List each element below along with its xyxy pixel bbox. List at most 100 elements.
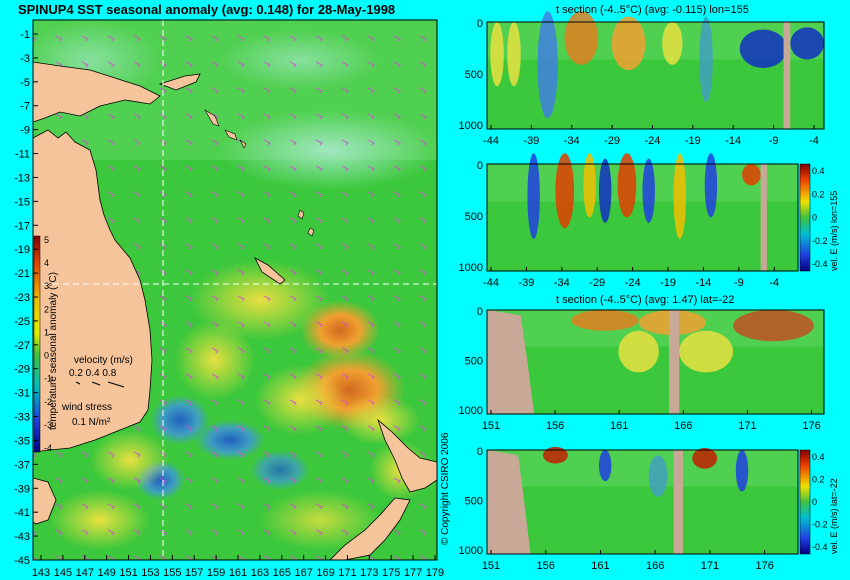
lat-tick-label: -5 bbox=[20, 77, 30, 89]
lat-tick-label: -17 bbox=[14, 220, 30, 232]
new-caledonia-land bbox=[254, 257, 286, 285]
section-anomaly-blob bbox=[598, 450, 612, 482]
x-tick-label: 166 bbox=[646, 560, 664, 572]
x-tick-label: -39 bbox=[523, 135, 539, 147]
section-land-shelf bbox=[487, 310, 535, 414]
x-tick-label: -39 bbox=[518, 277, 534, 289]
x-tick-label: -44 bbox=[483, 135, 499, 147]
lon-tick-label: 155 bbox=[163, 567, 181, 579]
lat-tick-label: -11 bbox=[15, 149, 30, 161]
depth-tick-label: 500 bbox=[465, 496, 483, 508]
velocity-colorbar-tick: 0.2 bbox=[812, 189, 825, 199]
depth-tick-label: 0 bbox=[477, 160, 483, 172]
x-tick-label: 161 bbox=[610, 420, 628, 432]
section-anomaly-blob bbox=[699, 16, 713, 103]
depth-tick-label: 500 bbox=[465, 356, 483, 368]
depth-tick-label: 1000 bbox=[459, 545, 483, 557]
section-land-column bbox=[668, 310, 680, 414]
x-tick-label: 161 bbox=[591, 560, 609, 572]
velocity-legend-label: velocity (m/s) bbox=[74, 355, 133, 366]
section-anomaly-blob bbox=[679, 330, 734, 373]
copyright-text: © Copyright CSIRO 2006 bbox=[440, 432, 451, 545]
map-colorbar-tick: -4 bbox=[44, 443, 52, 453]
section-3-title: t section (-4..5°C) (avg: 1.47) lat=-22 bbox=[556, 294, 735, 306]
lat-tick-label: -45 bbox=[14, 555, 30, 567]
x-tick-label: -34 bbox=[564, 135, 580, 147]
x-tick-label: -24 bbox=[625, 277, 641, 289]
section-1-title: t section (-4..5°C) (avg: -0.115) lon=15… bbox=[556, 4, 749, 16]
depth-tick-label: 1000 bbox=[459, 120, 483, 132]
x-tick-label: 176 bbox=[802, 420, 820, 432]
x-tick-label: 151 bbox=[482, 560, 500, 572]
lat-tick-label: -35 bbox=[14, 435, 30, 447]
map-colorbar-tick: 5 bbox=[44, 235, 49, 245]
velocity-colorbar-label: vel. E (m/s) lon=155 bbox=[829, 191, 839, 271]
lat-tick-label: -23 bbox=[14, 292, 30, 304]
x-tick-label: 156 bbox=[546, 420, 564, 432]
depth-tick-label: 0 bbox=[477, 446, 483, 458]
lat-tick-label: -15 bbox=[14, 196, 30, 208]
section-anomaly-blob bbox=[555, 153, 575, 229]
velocity-colorbar bbox=[799, 449, 811, 555]
lat-tick-label: -29 bbox=[14, 364, 30, 376]
section-anomaly-blob bbox=[542, 446, 568, 464]
map-colorbar bbox=[33, 235, 41, 453]
section-land-column bbox=[673, 450, 683, 554]
lon-tick-label: 145 bbox=[54, 567, 72, 579]
section-frame bbox=[486, 163, 799, 272]
x-tick-label: -19 bbox=[685, 135, 701, 147]
lat-tick-label: -43 bbox=[14, 531, 30, 543]
depth-tick-label: 500 bbox=[465, 69, 483, 81]
section-frame bbox=[486, 21, 825, 130]
velocity-colorbar-tick: -0.4 bbox=[812, 542, 828, 552]
lon-tick-label: 151 bbox=[119, 567, 137, 579]
section-anomaly-blob bbox=[617, 153, 637, 218]
x-tick-label: 171 bbox=[701, 560, 719, 572]
map-colorbar-tick: -1 bbox=[44, 374, 52, 384]
lat-tick-label: -1 bbox=[20, 29, 30, 41]
depth-tick-label: 1000 bbox=[459, 405, 483, 417]
lon-tick-label: 147 bbox=[76, 567, 94, 579]
lon-tick-label: 165 bbox=[273, 567, 291, 579]
section-anomaly-blob bbox=[662, 22, 683, 65]
section-plot-4: 0 500 1000 151 156 161 166 171 176 0.4 0.2 0 -0.2 -0.… bbox=[459, 446, 839, 572]
lon-tick-label: 161 bbox=[229, 567, 247, 579]
section-anomaly-blob bbox=[507, 22, 521, 87]
section-anomaly-blob bbox=[564, 11, 599, 65]
section-anomaly-blob bbox=[692, 447, 718, 469]
depth-tick-label: 0 bbox=[477, 18, 483, 30]
page-title: SPINUP4 SST seasonal anomaly (avg: 0.148… bbox=[18, 2, 396, 17]
velocity-legend-values: 0.2 0.4 0.8 bbox=[69, 368, 117, 379]
velocity-colorbar-tick: -0.4 bbox=[812, 259, 828, 269]
section-anomaly-blob bbox=[583, 153, 596, 218]
lon-tick-label: 149 bbox=[97, 567, 115, 579]
section-anomaly-blob bbox=[611, 16, 646, 71]
velocity-colorbar-tick: 0.4 bbox=[812, 452, 825, 462]
section-anomaly-blob bbox=[527, 153, 540, 239]
lat-tick-label: -39 bbox=[14, 483, 30, 495]
section-anomaly-blob bbox=[735, 450, 749, 492]
section-anomaly-blob bbox=[733, 310, 814, 342]
depth-tick-label: 500 bbox=[465, 211, 483, 223]
lat-tick-label: -41 bbox=[14, 507, 30, 519]
x-tick-label: -19 bbox=[660, 277, 676, 289]
section-land-column bbox=[783, 22, 791, 129]
lon-tick-label: 177 bbox=[404, 567, 422, 579]
lat-tick-label: -37 bbox=[14, 459, 30, 471]
section-plot-1: 0 500 1000-44 -39 -34 -29 -24 -19 -14 -9 -4 bbox=[459, 11, 825, 147]
australia-land bbox=[33, 129, 153, 453]
x-tick-label: -14 bbox=[725, 135, 741, 147]
lon-tick-label: 167 bbox=[294, 567, 312, 579]
lon-tick-label: 153 bbox=[141, 567, 159, 579]
x-tick-label: -4 bbox=[809, 135, 819, 147]
section-upper-band bbox=[487, 450, 798, 487]
map-colorbar-tick: 2 bbox=[44, 304, 49, 314]
x-tick-label: -4 bbox=[769, 277, 779, 289]
lon-tick-label: 179 bbox=[426, 567, 444, 579]
section-frame bbox=[486, 309, 825, 415]
map-colorbar-tick: 4 bbox=[44, 258, 49, 268]
map-colorbar-tick: 0 bbox=[44, 351, 49, 361]
velocity-colorbar bbox=[799, 163, 811, 272]
lon-tick-label: 169 bbox=[316, 567, 334, 579]
section-anomaly-blob bbox=[598, 158, 612, 223]
